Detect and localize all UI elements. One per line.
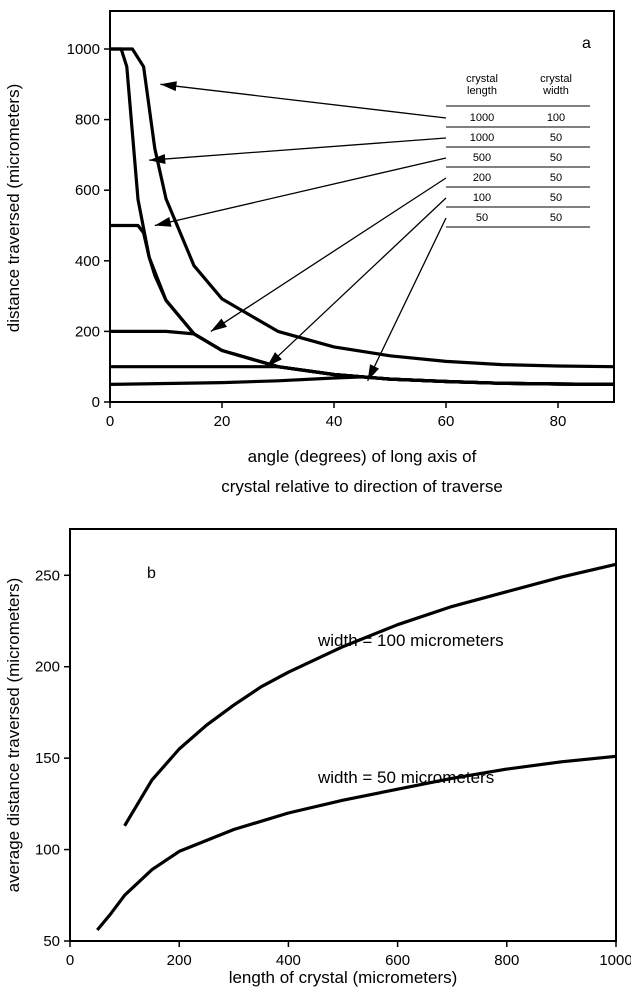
panel-b-y-tick-label: 200 — [35, 659, 60, 676]
panel-a: a distance traversed (micrometers) angle… — [4, 10, 615, 496]
legend-arrow-line — [160, 83, 447, 119]
legend-row-width: 50 — [550, 132, 562, 144]
panel-a-y-tick-label: 0 — [92, 394, 100, 411]
legend-arrow-line — [210, 177, 447, 332]
legend-row-width: 50 — [550, 172, 562, 184]
legend-row-length: 500 — [473, 152, 491, 164]
panel-a-x-axis-label-line2: crystal relative to direction of travers… — [221, 477, 503, 496]
panel-b-x-axis-label: length of crystal (micrometers) — [229, 968, 458, 987]
panel-b-y-tick-label: 250 — [35, 567, 60, 584]
legend-table: crystal length crystal width 1000 100 1000… — [446, 73, 590, 228]
legend-row-length: 100 — [473, 192, 491, 204]
legend-header-length-1: crystal — [466, 73, 498, 85]
panel-a-x-tick-label: 40 — [326, 413, 343, 430]
legend-header-width-2: width — [542, 85, 569, 97]
legend-row-length: 200 — [473, 172, 491, 184]
series-label-width-50: width = 50 micrometers — [317, 768, 494, 787]
legend-arrow-line — [149, 137, 447, 161]
panel-b-x-tick-label: 200 — [167, 952, 192, 969]
panel-a-x-axis-label-line1: angle (degrees) of long axis of — [248, 447, 477, 466]
legend-row-width: 50 — [550, 212, 562, 224]
legend-arrow-head — [210, 318, 227, 332]
panel-b-series-width-100 — [123, 562, 617, 827]
panel-a-frame — [109, 10, 615, 403]
panel-b: b average distance traversed (micrometer… — [4, 528, 631, 987]
legend-row-length: 1000 — [470, 112, 494, 124]
legend-arrow-head — [149, 154, 166, 164]
panel-a-x-tick-label: 80 — [550, 413, 567, 430]
legend-arrow-line — [367, 217, 447, 382]
panel-b-x-tick-label: 800 — [494, 952, 519, 969]
panel-a-x-tick-label: 20 — [214, 413, 231, 430]
panel-b-frame — [69, 528, 617, 942]
panel-b-x-tick-label: 600 — [385, 952, 410, 969]
panel-b-y-axis-label: average distance traversed (micrometers) — [4, 578, 23, 893]
panel-a-x-tick-label: 60 — [438, 413, 455, 430]
panel-a-y-tick-label: 200 — [75, 323, 100, 340]
panel-a-label: a — [582, 35, 591, 52]
panel-b-x-tick-label: 400 — [276, 952, 301, 969]
legend-arrow-head — [266, 352, 282, 367]
legend-arrow-head — [154, 217, 172, 227]
legend-arrow-line — [154, 157, 447, 227]
legend-header-width-1: crystal — [540, 73, 572, 85]
legend-row-width: 100 — [547, 112, 565, 124]
legend-arrow-head — [367, 364, 380, 381]
legend-row-length: 1000 — [470, 132, 494, 144]
panel-a-series-length-50-width-50 — [109, 375, 615, 386]
panel-a-x-tick-label: 0 — [106, 413, 114, 430]
panel-a-y-tick-label: 600 — [75, 182, 100, 199]
panel-a-y-tick-label: 800 — [75, 112, 100, 129]
panel-a-y-axis-label: distance traversed (micrometers) — [4, 84, 23, 332]
panel-b-label: b — [147, 565, 156, 582]
legend-row-width: 50 — [550, 152, 562, 164]
panel-b-y-tick-label: 50 — [43, 933, 60, 950]
legend-row-length: 50 — [476, 212, 488, 224]
panel-a-y-tick-label: 1000 — [67, 41, 100, 58]
legend-row-width: 50 — [550, 192, 562, 204]
panel-a-y-tick-label: 400 — [75, 253, 100, 270]
panel-a-series-length-1000-width-100 — [110, 47, 615, 369]
legend-arrow-head — [160, 81, 177, 92]
legend-header-length-2: length — [467, 85, 497, 97]
panel-b-series-width-50 — [96, 754, 617, 932]
panel-b-x-tick-label: 1000 — [599, 952, 631, 969]
legend-arrow-line — [266, 197, 447, 368]
panel-b-y-tick-label: 100 — [35, 842, 60, 859]
panel-b-y-tick-label: 150 — [35, 750, 60, 767]
panel-b-x-tick-label: 0 — [66, 952, 74, 969]
series-label-width-100: width = 100 micrometers — [317, 631, 504, 650]
